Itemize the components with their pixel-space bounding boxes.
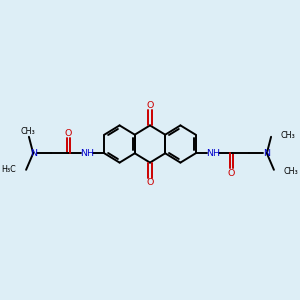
Text: CH₃: CH₃	[20, 127, 35, 136]
Text: O: O	[146, 178, 154, 187]
Text: NH: NH	[206, 149, 220, 158]
Text: O: O	[228, 169, 236, 178]
Text: CH₃: CH₃	[281, 131, 296, 140]
Text: O: O	[64, 129, 72, 138]
Text: CH₃: CH₃	[284, 167, 298, 176]
Text: O: O	[146, 101, 154, 110]
Text: N: N	[263, 149, 270, 158]
Text: N: N	[30, 149, 37, 158]
Text: H₃C: H₃C	[2, 165, 16, 174]
Text: NH: NH	[80, 149, 94, 158]
